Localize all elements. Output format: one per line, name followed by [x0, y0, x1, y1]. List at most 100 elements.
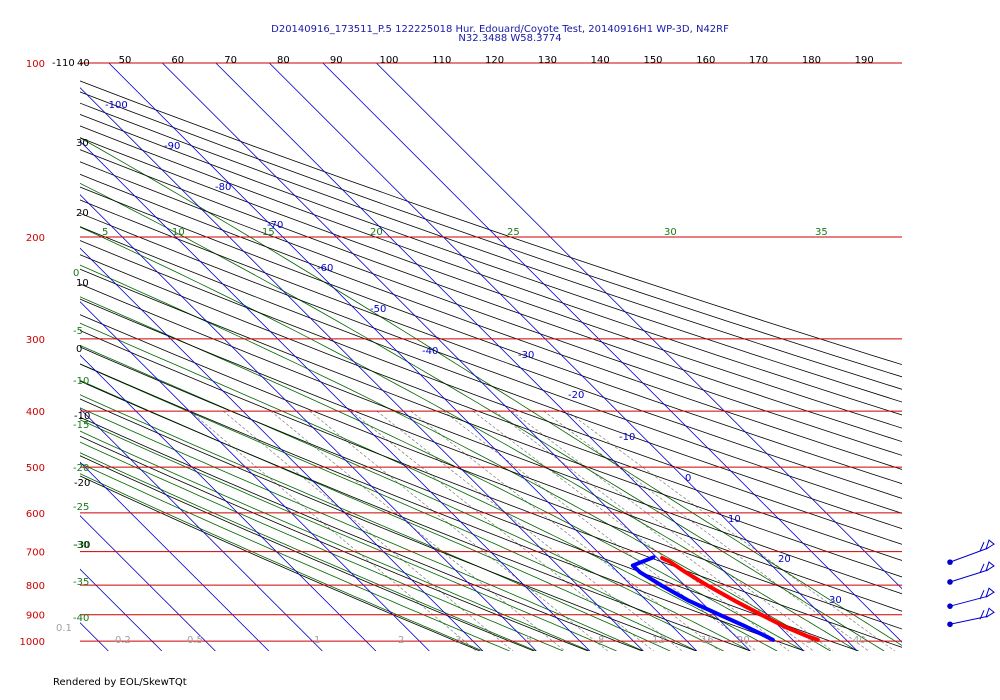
moist-adiabat-line [80, 473, 483, 651]
dry-adiabat-label: 0 [76, 344, 82, 355]
isotherm-label: -50 [370, 304, 386, 315]
moist-adiabat-left-label: -5 [73, 326, 83, 337]
isotherm-line [80, 87, 644, 651]
dry-adiabat-label: 10 [76, 278, 89, 289]
mixing-ratio-line [376, 410, 683, 651]
top-tick-label: 120 [485, 55, 504, 66]
mixing-ratio-line [511, 410, 833, 651]
dry-adiabat-line [80, 102, 902, 390]
top-tick-label: 130 [538, 55, 557, 66]
mixing-ratio-label: 3 [455, 635, 461, 646]
isotherm-line [80, 194, 537, 651]
dry-adiabat-line [80, 254, 902, 561]
dry-adiabat-line [80, 199, 902, 499]
dry-adiabat-line [80, 173, 902, 470]
top-tick-label: 110 [432, 55, 451, 66]
top-tick-label: 180 [802, 55, 821, 66]
moist-adiabat-top-label: 10 [172, 227, 185, 238]
top-tick-label: 60 [171, 55, 184, 66]
isotherm-line [80, 140, 591, 651]
moist-adiabat-line [80, 226, 858, 651]
pressure-tick-label: 500 [26, 463, 45, 474]
dry-adiabat-line [80, 186, 902, 485]
pressure-tick-label: 600 [26, 509, 45, 520]
moist-adiabat-top-label: 25 [507, 227, 520, 238]
isotherm-label: -10 [619, 432, 635, 443]
moist-adiabat-line [80, 441, 564, 651]
moist-adiabat-left-label: -35 [73, 577, 89, 588]
moist-adiabat-top-label: 15 [262, 227, 275, 238]
isotherm-label: -70 [267, 220, 283, 231]
mixing-ratio-line [223, 410, 514, 651]
isotherm-label: -90 [164, 141, 180, 152]
top-tick-label: 150 [643, 55, 662, 66]
isotherm-line [80, 622, 109, 651]
moist-adiabat-left-label: 0 [73, 268, 79, 279]
mixing-ratio-label: 2 [398, 635, 404, 646]
moist-adiabat-left-label: -10 [73, 376, 89, 387]
isotherm-line [0, 63, 55, 651]
dry-adiabat-line [80, 114, 902, 403]
wind-barb [947, 561, 995, 585]
mixing-ratio-line [270, 410, 566, 651]
mixing-ratio-line [472, 410, 790, 651]
top-tick-label: 170 [749, 55, 768, 66]
moist-adiabat-left-label: -25 [73, 502, 89, 513]
dry-adiabat-line [80, 314, 902, 630]
mixing-ratio-line [410, 410, 720, 651]
mixing-ratio-label: 0.1 [56, 623, 72, 634]
dry-adiabat-label: 40 [77, 58, 90, 69]
dry-adiabat-line [80, 137, 902, 429]
mixing-ratio-label: 5 [526, 635, 532, 646]
render-credit: Rendered by EOL/SkewTQt [53, 677, 187, 688]
dry-adiabat-line [80, 416, 643, 651]
dry-adiabat-label: -10 [74, 411, 90, 422]
top-tick-label: 160 [696, 55, 715, 66]
dewpoint-profile-line [630, 555, 775, 642]
top-tick-label: 90 [330, 55, 343, 66]
pressure-tick-label: 1000 [20, 637, 45, 648]
mixing-ratio-label: 12 [652, 635, 665, 646]
dry-adiabat-line [80, 125, 902, 416]
dry-adiabat-line [80, 298, 902, 612]
isotherm-line [215, 63, 805, 651]
top-tick-label: 190 [855, 55, 874, 66]
moist-adiabat-top-label: 30 [664, 227, 677, 238]
isotherm-line [80, 301, 430, 651]
mixing-ratio-label: 0.5 [187, 635, 203, 646]
isotherm-line [162, 63, 751, 651]
mixing-ratio-label: 30 [806, 635, 819, 646]
isotherm-line [269, 63, 858, 651]
mixing-ratio-label: 20 [737, 635, 750, 646]
moist-adiabat-line [80, 344, 751, 651]
wind-barb [947, 539, 995, 565]
dry-adiabat-label: -20 [74, 478, 90, 489]
isotherm-line [108, 63, 698, 651]
isotherm-line [80, 354, 377, 651]
pressure-tick-label: 300 [26, 335, 45, 346]
isotherm-line [80, 515, 216, 651]
top-tick-label: 80 [277, 55, 290, 66]
moist-adiabat-top-label: 5 [102, 227, 108, 238]
dry-adiabat-line [80, 226, 902, 530]
dry-adiabat-line [80, 91, 902, 378]
dry-adiabat-line [80, 363, 805, 651]
isotherm-label: -20 [568, 390, 584, 401]
moist-adiabat-left-label: -15 [73, 420, 89, 431]
mixing-ratio-label: 1 [314, 635, 320, 646]
mixing-ratio-line [543, 410, 869, 651]
moist-adiabat-left-label: -30 [73, 540, 89, 551]
isotherm-line [0, 63, 1, 651]
dry-adiabat-label: 20 [76, 208, 89, 219]
isotherm-label: 30 [829, 595, 842, 606]
mixing-ratio-line [189, 410, 477, 651]
isotherm-line [80, 461, 270, 651]
isotherm-label: -100 [105, 100, 128, 111]
dry-adiabat-line [80, 161, 902, 456]
dry-adiabat-line [80, 455, 535, 651]
dry-adiabat-line [80, 346, 859, 651]
mixing-ratio-label: 0.2 [115, 635, 131, 646]
moist-adiabat-line [80, 322, 778, 651]
mixing-ratio-label: 40 [853, 635, 866, 646]
dry-adiabat-line [80, 80, 902, 366]
